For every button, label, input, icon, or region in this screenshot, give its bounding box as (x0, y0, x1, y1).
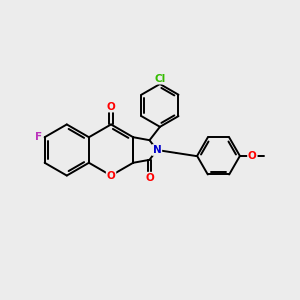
Text: O: O (145, 172, 154, 183)
Text: O: O (107, 171, 116, 181)
Text: N: N (153, 145, 161, 155)
Text: F: F (34, 132, 42, 142)
Text: O: O (248, 151, 257, 161)
Text: Cl: Cl (154, 74, 166, 84)
Text: O: O (107, 102, 116, 112)
